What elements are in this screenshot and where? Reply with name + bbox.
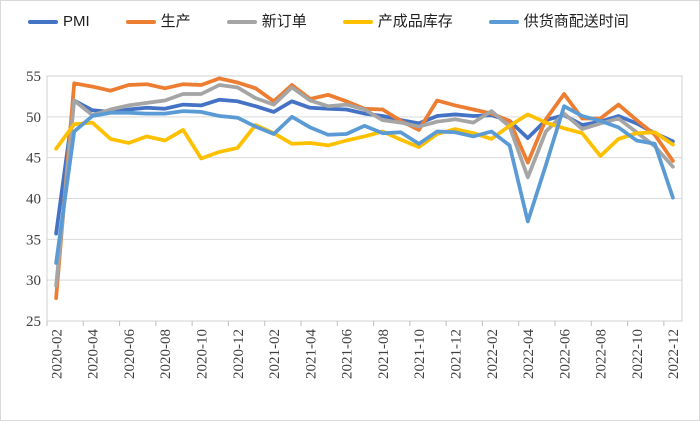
x-tick-label-2020-02: 2020-02 (49, 329, 65, 379)
legend-label-supplier-delivery-time: 供货商配送时间 (523, 13, 629, 30)
series-line-pmi (54, 97, 675, 236)
x-tick-label-2021-06: 2021-06 (340, 329, 356, 379)
legend-label-production: 生产 (160, 13, 191, 30)
x-tick-label-2020-12: 2020-12 (231, 329, 247, 379)
y-tick-label-40: 40 (26, 192, 41, 208)
y-tick-label-55: 55 (26, 69, 41, 85)
x-tick-label-2021-12: 2021-12 (448, 329, 464, 379)
legend-line-swatch-production (125, 19, 156, 24)
legend-line-swatch-new-orders (226, 19, 257, 24)
series-line-finished-goods-inventory (54, 112, 675, 161)
x-tick-label-2021-04: 2021-04 (303, 329, 319, 379)
x-tick-label-2022-12: 2022-12 (666, 329, 682, 379)
plot-border (46, 75, 683, 322)
x-tick-label-2022-08: 2022-08 (594, 329, 610, 379)
legend-label-finished-goods-inventory: 产成品库存 (377, 13, 453, 30)
x-tick-label-2022-02: 2022-02 (485, 329, 501, 379)
legend-item-production: 生产 (125, 13, 191, 30)
x-tick-label-2021-02: 2021-02 (267, 329, 283, 379)
legend-label-new-orders: 新订单 (261, 13, 307, 30)
x-tick-label-2021-10: 2021-10 (412, 329, 428, 379)
x-tick-label-2020-06: 2020-06 (122, 329, 138, 379)
legend-item-pmi: PMI (28, 14, 90, 29)
x-tick-label-2020-08: 2020-08 (158, 329, 174, 379)
legend-line-swatch-supplier-delivery-time (488, 19, 519, 24)
legend-line-swatch-finished-goods-inventory (342, 19, 373, 24)
y-tick-label-45: 45 (26, 151, 41, 167)
x-tick-label-2022-10: 2022-10 (630, 329, 646, 379)
y-tick-label-25: 25 (26, 314, 41, 330)
x-tick-label-2022-06: 2022-06 (557, 329, 573, 379)
legend-item-new-orders: 新订单 (226, 13, 307, 30)
x-tick-label-2020-10: 2020-10 (194, 329, 210, 379)
y-tick-label-30: 30 (26, 273, 41, 289)
series-line-supplier-delivery-time (54, 104, 675, 265)
legend-line-swatch-pmi (28, 19, 58, 24)
y-tick-label-35: 35 (26, 232, 41, 248)
series-line-new-orders (54, 83, 675, 288)
x-tick-label-2020-04: 2020-04 (86, 329, 102, 379)
legend-item-finished-goods-inventory: 产成品库存 (342, 13, 453, 30)
x-tick-label-2022-04: 2022-04 (521, 329, 537, 379)
x-tick-label-2021-08: 2021-08 (376, 329, 392, 379)
legend-item-supplier-delivery-time: 供货商配送时间 (488, 13, 629, 30)
y-tick-label-50: 50 (26, 110, 41, 126)
legend-label-pmi: PMI (63, 13, 90, 30)
chart-legend: PMI 生产 新订单 产成品库存 供货商配送时间 (28, 14, 629, 29)
